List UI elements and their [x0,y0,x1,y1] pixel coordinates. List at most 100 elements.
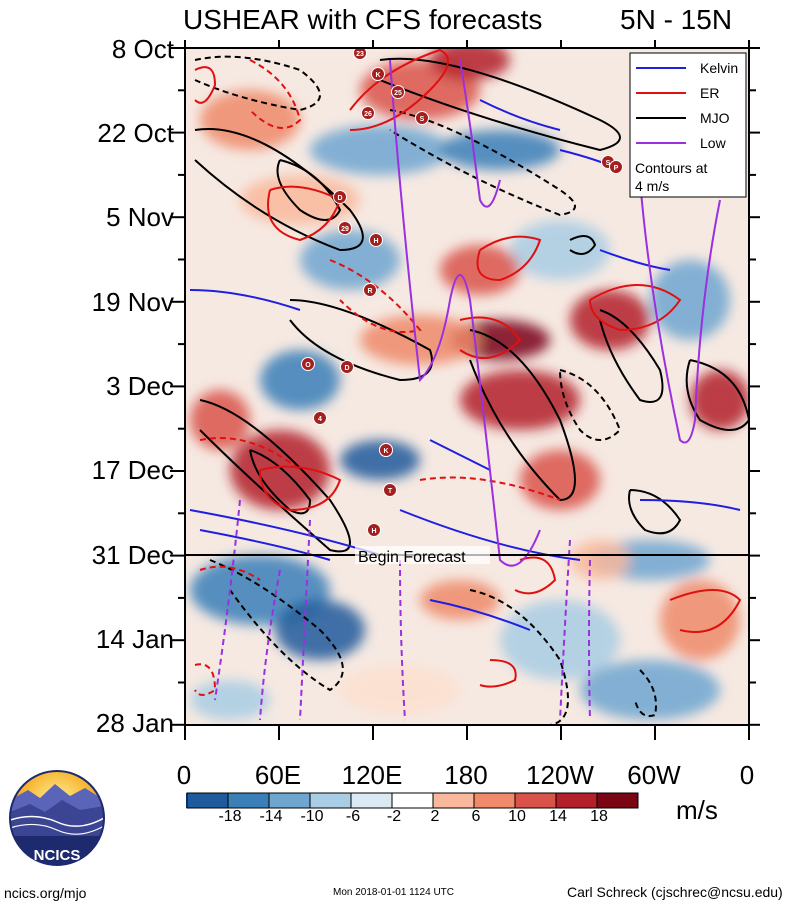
y-tick-label: 31 Dec [91,540,174,570]
colorbar-end [186,793,187,808]
y-tick-label: 14 Jan [95,624,174,654]
storm-marker-label: P [614,165,619,172]
x-tick-label: 60W [627,760,681,790]
kelvin-contour [479,99,561,131]
mjo-contour [199,399,351,553]
er-contour-dashed [419,476,561,501]
kelvin-contour [429,439,491,471]
legend-label-kelvin: Kelvin [700,60,738,76]
storm-marker: K [379,443,393,457]
forecast-label-bg [355,546,490,564]
heatmap-blob [430,48,510,80]
heatmap-blob [260,350,340,410]
colorbar-swatch [309,792,352,809]
storm-marker: D [340,360,354,374]
er-contour-dashed [329,259,422,333]
er-contour [476,235,542,282]
storm-marker-dot [338,221,352,235]
colorbar-swatch [555,792,598,809]
chart-title: USHEAR with CFS forecasts [183,4,543,35]
storm-marker: 26 [361,106,375,120]
mjo-contour [628,489,682,535]
mjo-contour [599,309,664,403]
storm-marker-dot [371,67,385,81]
colorbar-label: -14 [259,808,283,825]
heatmap-blob [510,220,610,280]
mjo-contour [569,235,597,255]
heatmap-blob [200,90,300,150]
colorbar-label: -2 [386,808,402,825]
ncics-logo: NCICS [9,770,105,866]
storm-marker: K [371,67,385,81]
storm-marker-label: 25 [394,90,402,97]
colorbar-swatch [514,792,557,809]
heatmap-blob [660,580,740,660]
heatmap-blob [450,320,550,360]
heatmap-blob [520,450,600,510]
storm-marker: 23 [353,46,367,60]
heatmap-blob [650,260,730,340]
low-contour-dashed [259,569,281,721]
colorbar-swatch [432,792,475,809]
heatmap-blob [190,680,270,720]
heatmap-blob [690,370,749,430]
storm-marker: S [415,111,429,125]
x-tick-label: 60E [254,760,302,790]
storm-marker-dot [333,190,347,204]
colorbar-label: -18 [218,808,242,825]
low-contour-dashed [588,559,591,721]
heatmap-blob [240,175,360,225]
er-contour [514,556,557,595]
storm-marker-dot [367,523,381,537]
er-contour-dashed [199,565,261,581]
storm-marker-dot [391,85,405,99]
storm-marker: 25 [391,85,405,99]
colorbar-label: -6 [345,808,361,825]
storm-marker-label: 4 [318,416,322,423]
storm-marker-label: T [388,488,393,495]
mjo-contour-dashed [209,559,344,692]
low-contour [459,59,501,208]
er-contour [589,284,682,332]
heatmap-blob [460,370,580,430]
er-contour-dashed [249,59,302,129]
mjo-contour-dashed [469,589,569,725]
footer-author: Carl Schreck (cjschrec@ncsu.edu) [567,884,783,900]
kelvin-contour [639,499,741,511]
storm-marker: H [367,523,381,537]
heatmap-blob [360,315,480,365]
storm-marker-label: O [305,362,311,369]
colorbar-label: 14 [549,808,567,825]
er-contour-dashed [199,437,301,471]
colorbar-units: m/s [676,795,718,825]
storm-marker-label: K [383,448,388,455]
low-contour-dashed [299,519,311,721]
storm-marker: H [369,233,383,247]
footer-timestamp: Mon 2018-01-01 1124 UTC [333,887,454,898]
storm-marker-label: R [367,288,372,295]
colorbar-label: 2 [430,808,440,825]
heatmap-blob [440,130,560,170]
storm-marker-dot [313,411,327,425]
storm-marker: O [301,357,315,371]
svg-text:NCICS: NCICS [34,847,81,864]
low-contour-dashed [214,499,241,701]
storm-marker-dot [363,283,377,297]
kelvin-contour [199,529,331,561]
mjo-contour-dashed [389,109,576,217]
heatmap-blob [420,580,500,620]
x-tick-label: 0 [739,760,755,790]
colorbar-swatch [473,792,516,809]
legend-label-mjo: MJO [700,110,730,126]
storm-marker-dot [383,483,397,497]
mjo-contour [685,359,749,431]
heatmap-blob [340,665,460,715]
storm-marker-dot [379,443,393,457]
colorbar-swatch [268,792,311,809]
er-contour [479,659,517,688]
storm-marker-dot [361,106,375,120]
storm-marker: 29 [338,221,352,235]
er-contour [267,185,342,242]
low-contour [389,59,541,567]
y-tick-label: 8 Oct [111,34,174,64]
